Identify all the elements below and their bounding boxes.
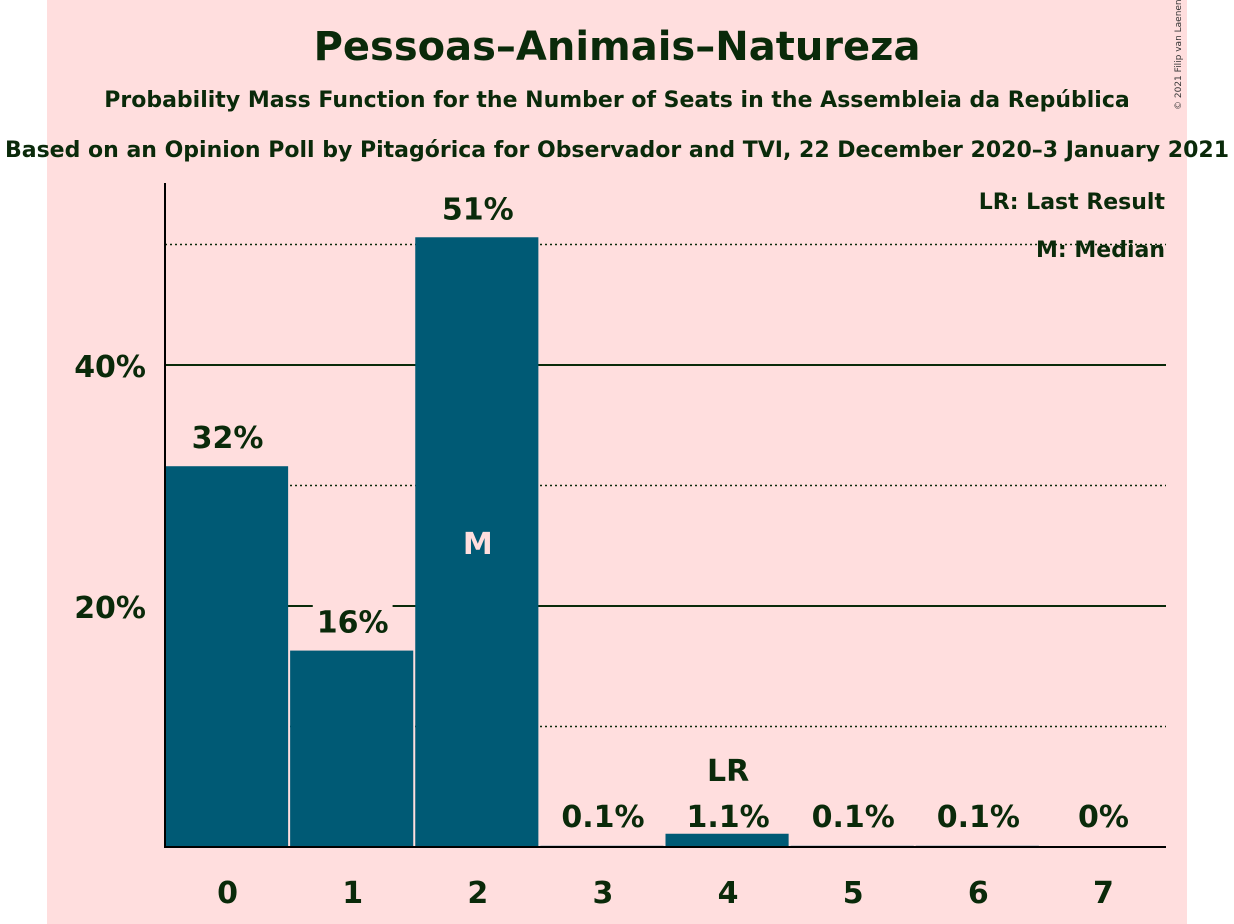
x-tick-label: 7: [1093, 876, 1114, 911]
chart-title: Pessoas–Animais–Natureza: [313, 24, 921, 70]
bar: [415, 237, 539, 847]
label-backdrop: [557, 798, 649, 837]
last-result-marker: LR: [707, 754, 749, 789]
data-label: 0%: [1078, 800, 1129, 835]
x-tick-label: 5: [843, 876, 864, 911]
data-label: 0.1%: [561, 800, 644, 835]
label-backdrop: [312, 603, 393, 643]
data-label: 32%: [192, 421, 264, 456]
chart-subtitle: Probability Mass Function for the Number…: [104, 88, 1130, 113]
x-tick-label: 6: [968, 876, 989, 911]
bar: [165, 466, 289, 847]
label-backdrop: [807, 798, 899, 837]
label-backdrop: [437, 190, 518, 230]
x-tick-label: 2: [467, 876, 488, 911]
label-backdrop: [1073, 798, 1133, 837]
data-label: 1.1%: [686, 800, 769, 835]
bar: [665, 833, 789, 847]
axes: [164, 183, 1166, 848]
x-tick-label: 1: [342, 876, 363, 911]
x-tick-label: 3: [593, 876, 614, 911]
legend-median: M: Median: [1036, 238, 1165, 263]
data-label: 16%: [317, 606, 389, 641]
label-backdrop: [702, 752, 754, 791]
bars: [165, 237, 1039, 847]
labels: 20% 40% 32% 0 16% 1 51% M 2 0.1% 3 1.1% LR 4 0.1% 5 0.1%…: [74, 192, 1129, 911]
data-label: 0.1%: [937, 800, 1020, 835]
data-label: 0.1%: [812, 800, 895, 835]
y-tick-label: 40%: [74, 350, 146, 385]
legend-last-result: LR: Last Result: [979, 190, 1166, 215]
chart-source: Based on an Opinion Poll by Pitagórica f…: [4, 138, 1230, 163]
y-tick-label: 20%: [74, 591, 146, 626]
median-marker: M: [463, 527, 493, 562]
x-tick-label: 0: [217, 876, 238, 911]
label-backdrop: [187, 419, 268, 459]
x-tick-label: 4: [718, 876, 739, 911]
gridlines: [165, 190, 1166, 837]
data-label: 51%: [442, 192, 514, 227]
bar: [290, 650, 414, 847]
label-backdrop: [682, 798, 774, 837]
label-backdrop: [932, 798, 1024, 837]
